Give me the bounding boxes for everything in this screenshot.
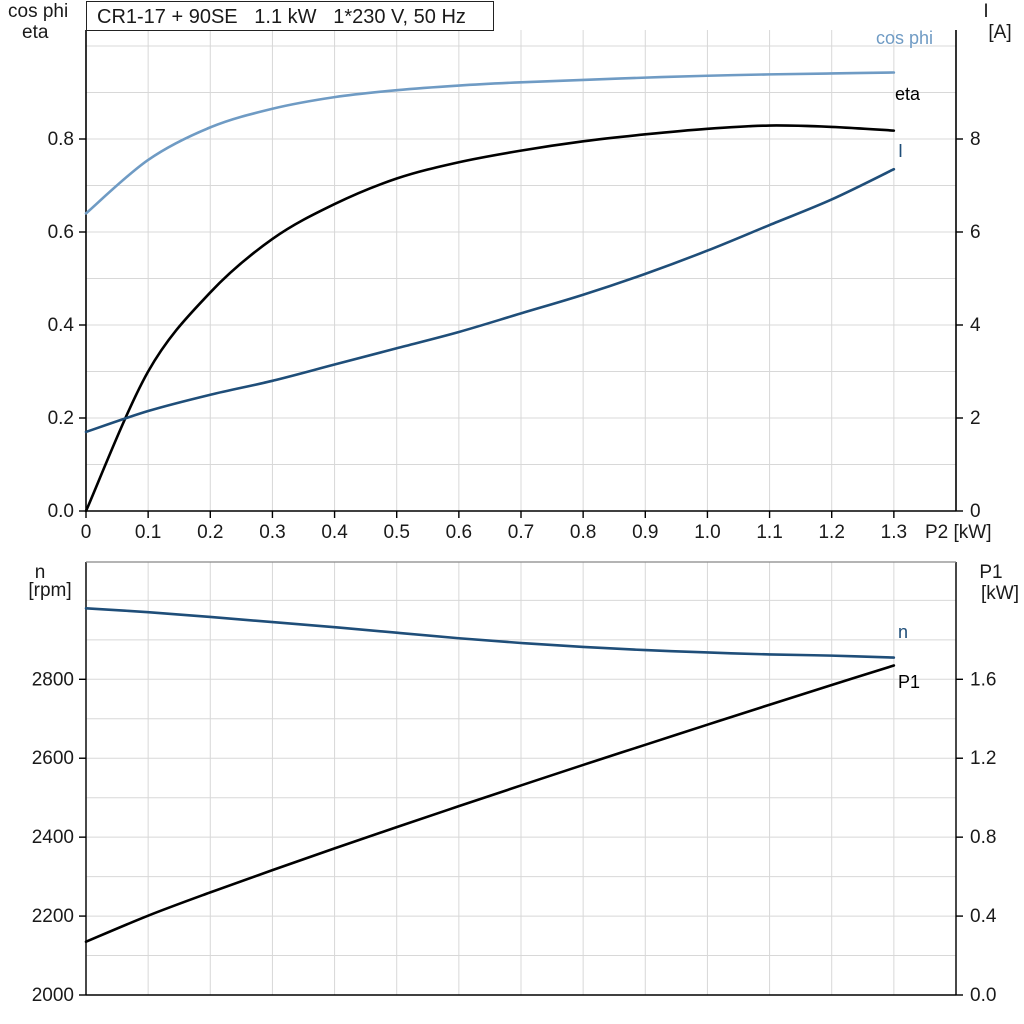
- svg-text:0.9: 0.9: [632, 522, 658, 543]
- svg-text:0.2: 0.2: [197, 522, 223, 543]
- svg-text:P1: P1: [979, 562, 1002, 583]
- svg-text:[kW]: [kW]: [981, 583, 1019, 604]
- svg-text:2400: 2400: [32, 827, 74, 848]
- svg-text:2800: 2800: [32, 669, 74, 690]
- svg-text:P1: P1: [898, 672, 920, 692]
- svg-text:1.2: 1.2: [970, 748, 996, 769]
- svg-text:0.5: 0.5: [383, 522, 409, 543]
- svg-text:I: I: [983, 1, 988, 22]
- svg-text:0.7: 0.7: [508, 522, 534, 543]
- svg-text:2600: 2600: [32, 748, 74, 769]
- svg-text:0.8: 0.8: [48, 129, 74, 150]
- svg-text:0: 0: [970, 501, 981, 522]
- svg-text:0.4: 0.4: [48, 315, 75, 336]
- svg-text:P2 [kW]: P2 [kW]: [925, 522, 992, 543]
- svg-text:eta: eta: [895, 84, 921, 104]
- svg-text:2000: 2000: [32, 985, 74, 1006]
- svg-text:0.8: 0.8: [970, 827, 996, 848]
- svg-text:0.8: 0.8: [570, 522, 596, 543]
- svg-text:8: 8: [970, 129, 981, 150]
- svg-text:0.1: 0.1: [135, 522, 161, 543]
- svg-text:0.4: 0.4: [321, 522, 348, 543]
- svg-text:cos phi: cos phi: [876, 28, 933, 48]
- svg-text:[rpm]: [rpm]: [28, 580, 71, 601]
- svg-text:[A]: [A]: [988, 22, 1011, 43]
- svg-text:2200: 2200: [32, 906, 74, 927]
- svg-text:0.3: 0.3: [259, 522, 285, 543]
- svg-text:1.1: 1.1: [756, 522, 782, 543]
- svg-text:eta: eta: [22, 22, 49, 43]
- svg-text:6: 6: [970, 222, 981, 243]
- svg-text:I: I: [898, 141, 903, 161]
- svg-text:1.0: 1.0: [694, 522, 720, 543]
- svg-text:CR1-17 + 90SE 1.1 kW 1*230: CR1-17 + 90SE 1.1 kW 1*230 V, 50 Hz: [97, 6, 466, 28]
- svg-text:1.6: 1.6: [970, 669, 996, 690]
- svg-text:0.4: 0.4: [970, 906, 997, 927]
- svg-text:0.6: 0.6: [446, 522, 472, 543]
- svg-text:2: 2: [970, 408, 981, 429]
- svg-text:cos phi: cos phi: [8, 1, 68, 22]
- svg-text:0.0: 0.0: [970, 985, 996, 1006]
- svg-text:0.0: 0.0: [48, 501, 74, 522]
- svg-text:0.2: 0.2: [48, 408, 74, 429]
- svg-text:1.3: 1.3: [881, 522, 907, 543]
- svg-text:0.6: 0.6: [48, 222, 74, 243]
- svg-text:1.2: 1.2: [818, 522, 844, 543]
- svg-text:0: 0: [81, 522, 92, 543]
- svg-text:4: 4: [970, 315, 981, 336]
- svg-text:n: n: [898, 622, 908, 642]
